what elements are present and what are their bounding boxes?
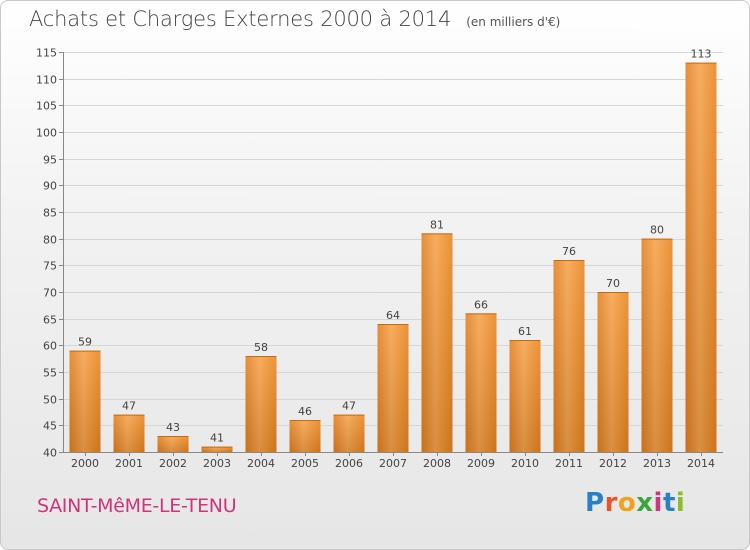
proxiti-logo: Proxiti — [585, 488, 685, 518]
x-tick-label: 2013 — [643, 457, 671, 470]
bar-2009 — [465, 313, 497, 452]
logo-letter: i — [653, 488, 663, 518]
chart-title: Achats et Charges Externes 2000 à 2014 — [29, 7, 452, 31]
logo-letter: r — [604, 488, 618, 518]
x-tick-label: 2005 — [291, 457, 319, 470]
bar-shade — [201, 446, 233, 452]
bar-shade — [333, 414, 365, 452]
bar-value-label: 113 — [691, 48, 712, 61]
y-tick-label: 80 — [43, 234, 57, 247]
bar-2006 — [333, 414, 365, 452]
logo-letter: t — [662, 488, 676, 518]
bar-value-label: 76 — [562, 245, 576, 258]
bar-2010 — [509, 340, 541, 452]
y-tick-label: 40 — [43, 447, 57, 460]
logo-letter: x — [636, 488, 654, 518]
bar-shade — [157, 436, 189, 452]
bar-value-label: 43 — [166, 421, 180, 434]
y-tick-label: 55 — [43, 367, 57, 380]
bar-shade — [245, 356, 277, 452]
bar-value-label: 66 — [474, 298, 488, 311]
logo-letter: o — [617, 488, 637, 518]
y-tick-label: 60 — [43, 340, 57, 353]
x-tick-label: 2004 — [247, 457, 275, 470]
logo-letter: i — [675, 488, 686, 518]
y-tick-label: 95 — [43, 154, 57, 167]
y-tick-label: 75 — [43, 260, 57, 273]
x-tick-label: 2011 — [555, 457, 583, 470]
bar-value-label: 47 — [342, 400, 356, 413]
bar-value-label: 61 — [518, 325, 532, 338]
bar-value-label: 58 — [254, 341, 268, 354]
y-tick-label: 85 — [43, 207, 57, 220]
x-tick-label: 2000 — [71, 457, 99, 470]
bar-shade — [641, 238, 673, 452]
x-tick-label: 2010 — [511, 457, 539, 470]
bar-shade — [465, 313, 497, 452]
bar-shade — [377, 324, 409, 452]
y-tick-label: 65 — [43, 314, 57, 327]
x-tick-label: 2002 — [159, 457, 187, 470]
bar-value-label: 64 — [386, 309, 400, 322]
bar-shade — [597, 292, 629, 452]
bar-2008 — [421, 233, 453, 452]
bar-shade — [553, 260, 585, 452]
bar-value-label: 59 — [78, 336, 92, 349]
bar-2013 — [641, 238, 673, 452]
title-row: Achats et Charges Externes 2000 à 2014 (… — [29, 7, 560, 31]
bar-shade — [113, 414, 145, 452]
bar-2012 — [597, 292, 629, 452]
bar-shade — [685, 62, 717, 453]
bar-2003 — [201, 446, 233, 452]
bar-shade — [421, 233, 453, 452]
y-tick-label: 90 — [43, 180, 57, 193]
bar-2001 — [113, 414, 145, 452]
x-tick-label: 2006 — [335, 457, 363, 470]
x-tick-label: 2008 — [423, 457, 451, 470]
y-tick-label: 45 — [43, 420, 57, 433]
y-tick-label: 100 — [36, 127, 57, 140]
logo-letter: P — [585, 488, 605, 518]
y-tick-label: 50 — [43, 394, 57, 407]
bar-value-label: 80 — [650, 224, 664, 237]
bar-2007 — [377, 324, 409, 452]
bar-2014 — [685, 62, 717, 453]
bar-2011 — [553, 260, 585, 452]
y-tick-label: 110 — [36, 74, 57, 87]
x-tick-label: 2014 — [687, 457, 715, 470]
bar-value-label: 81 — [430, 218, 444, 231]
x-tick-label: 2007 — [379, 457, 407, 470]
bar-value-label: 46 — [298, 405, 312, 418]
x-tick-label: 2003 — [203, 457, 231, 470]
x-tick-label: 2001 — [115, 457, 143, 470]
chart-subtitle: (en milliers d'€) — [466, 15, 561, 29]
bar-2004 — [245, 356, 277, 452]
bar-value-label: 47 — [122, 400, 136, 413]
x-tick-label: 2012 — [599, 457, 627, 470]
bar-shade — [69, 350, 101, 452]
bar-shade — [289, 420, 321, 452]
y-tick-label: 70 — [43, 287, 57, 300]
bar-2000 — [69, 350, 101, 452]
bar-value-label: 41 — [210, 432, 224, 445]
y-tick-label: 105 — [36, 100, 57, 113]
y-tick-label: 115 — [36, 47, 57, 60]
bar-shade — [509, 340, 541, 452]
bar-2002 — [157, 436, 189, 452]
bar-2005 — [289, 420, 321, 452]
x-tick-label: 2009 — [467, 457, 495, 470]
bar-value-label: 70 — [606, 277, 620, 290]
commune-name: SAINT-MêME-LE-TENU — [37, 495, 237, 517]
